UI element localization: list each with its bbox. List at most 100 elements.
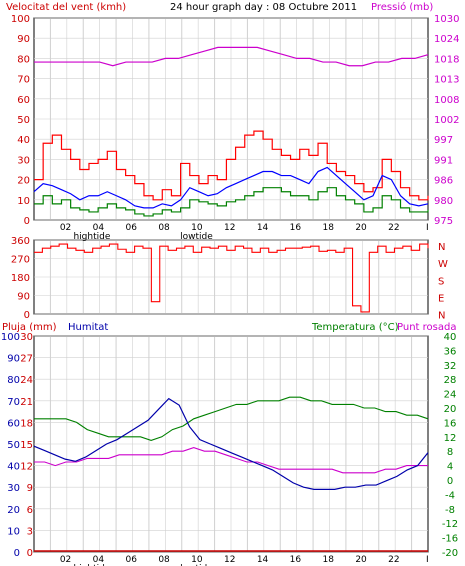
temperature-axis-label: Temperatura (°C) [311,322,399,333]
tide-label: lowtide [180,232,213,242]
temperature-tick-label: -4 [445,490,455,501]
pressure-tick-label: 975 [434,216,453,227]
temperature-tick-label: 20 [444,404,457,415]
hour-tick-label: 22 [388,555,399,565]
humidity-tick-label: 60 [7,418,20,429]
tide-label: hightide [73,232,110,242]
wind-speed-tick-label: 40 [17,135,30,146]
rain-axis-label: Pluja (mm) [2,322,57,333]
compass-tick-label: N [438,242,445,253]
humidity-tick-label: 100 [1,332,20,343]
hour-tick-label: 10 [191,555,203,565]
wind-speed-tick-label: 20 [17,176,30,187]
wind-average-series [33,166,429,209]
pressure-tick-label: 997 [434,135,453,146]
humidity-tick-label: 30 [7,483,20,494]
temperature-series [34,396,429,441]
hour-tick-label: 16 [290,555,302,565]
humidity-tick-label: 90 [7,354,20,365]
graph-title: 24 hour graph day : 08 Octubre 2011 [170,2,357,13]
pressure-tick-label: 980 [434,196,453,207]
humidity-tick-label: 80 [7,375,20,386]
tide-label: hightide [73,564,110,566]
temperature-tick-label: 40 [444,332,457,343]
pressure-axis-label: Pressió (mb) [371,1,433,13]
rain-tick-label: 15 [20,440,33,451]
wind-low-series [34,187,429,217]
hour-tick-label: 14 [257,223,269,233]
hour-tick-label: 04 [93,555,105,565]
wind-speed-tick-label: 70 [17,75,30,86]
hour-tick-label: 06 [126,555,138,565]
humidity-tick-label: 50 [7,440,20,451]
rain-tick-label: 6 [27,505,33,516]
rain-tick-label: 12 [20,462,33,473]
direction-tick-label: 90 [17,292,30,303]
hour-tick-label: 20 [355,555,367,565]
hour-tick-label: 02 [60,223,71,233]
hour-tick-label: I [426,555,429,565]
pressure-tick-label: 1008 [434,95,459,106]
rain-tick-label: 24 [20,375,33,386]
wind-axis-label: Velocitat del vent (kmh) [6,2,126,13]
rain-tick-label: 0 [27,548,33,559]
humidity-tick-label: 0 [14,548,20,559]
humidity-tick-label: 20 [7,505,20,516]
wind-speed-tick-label: 10 [17,196,30,207]
temperature-tick-label: 28 [444,375,457,386]
pressure-series [34,46,429,67]
rain-tick-label: 9 [27,483,33,494]
temperature-tick-label: 32 [444,361,457,372]
wind-speed-tick-label: 60 [17,95,30,106]
temperature-tick-label: -20 [442,548,458,559]
hour-tick-label: 04 [93,223,105,233]
wind-speed-tick-label: 90 [17,34,30,45]
hour-tick-label: 02 [60,555,71,565]
wind-speed-tick-label: 100 [11,14,30,25]
pressure-tick-label: 1030 [434,14,459,25]
temperature-tick-label: -16 [442,534,458,545]
temperature-tick-label: 0 [447,476,453,487]
rain-tick-label: 21 [20,397,33,408]
direction-tick-label: 0 [24,310,30,321]
hour-tick-label: 22 [388,223,399,233]
wind-speed-tick-label: 0 [24,216,30,227]
hour-tick-label: 08 [158,555,170,565]
dewpoint-axis-label: Punt rosada [397,322,456,333]
pressure-tick-label: 986 [434,176,453,187]
pressure-tick-label: 1013 [434,75,459,86]
tide-label: lowtide [180,564,213,566]
temperature-tick-label: 8 [447,447,453,458]
temperature-tick-label: 24 [444,390,457,401]
pressure-tick-label: 1024 [434,34,459,45]
temperature-tick-label: 4 [447,462,453,473]
compass-tick-label: N [438,311,445,322]
compass-tick-label: W [438,259,448,270]
direction-tick-label: 360 [11,236,30,247]
rain-tick-label: 3 [27,526,33,537]
rain-tick-label: 27 [20,354,33,365]
temperature-tick-label: -12 [442,519,458,530]
hour-tick-label: 16 [290,223,302,233]
rain-tick-label: 18 [20,418,33,429]
direction-tick-label: 270 [11,255,30,266]
hour-tick-label: 18 [323,223,335,233]
hour-tick-label: 10 [191,223,203,233]
hour-tick-label: I [426,223,429,233]
hour-tick-label: 12 [224,223,235,233]
temperature-tick-label: 12 [444,433,457,444]
wind-speed-tick-label: 80 [17,54,30,65]
pressure-tick-label: 1002 [434,115,459,126]
wind-gust-series [34,130,429,201]
temperature-tick-label: 16 [444,418,457,429]
humidity-axis-label: Humitat [68,322,108,333]
wind-direction-series [34,243,429,313]
hour-tick-label: 08 [158,223,170,233]
compass-tick-label: E [438,293,444,304]
hour-tick-label: 18 [323,555,335,565]
pressure-tick-label: 991 [434,155,453,166]
humidity-tick-label: 10 [7,526,20,537]
pressure-tick-label: 1018 [434,54,459,65]
